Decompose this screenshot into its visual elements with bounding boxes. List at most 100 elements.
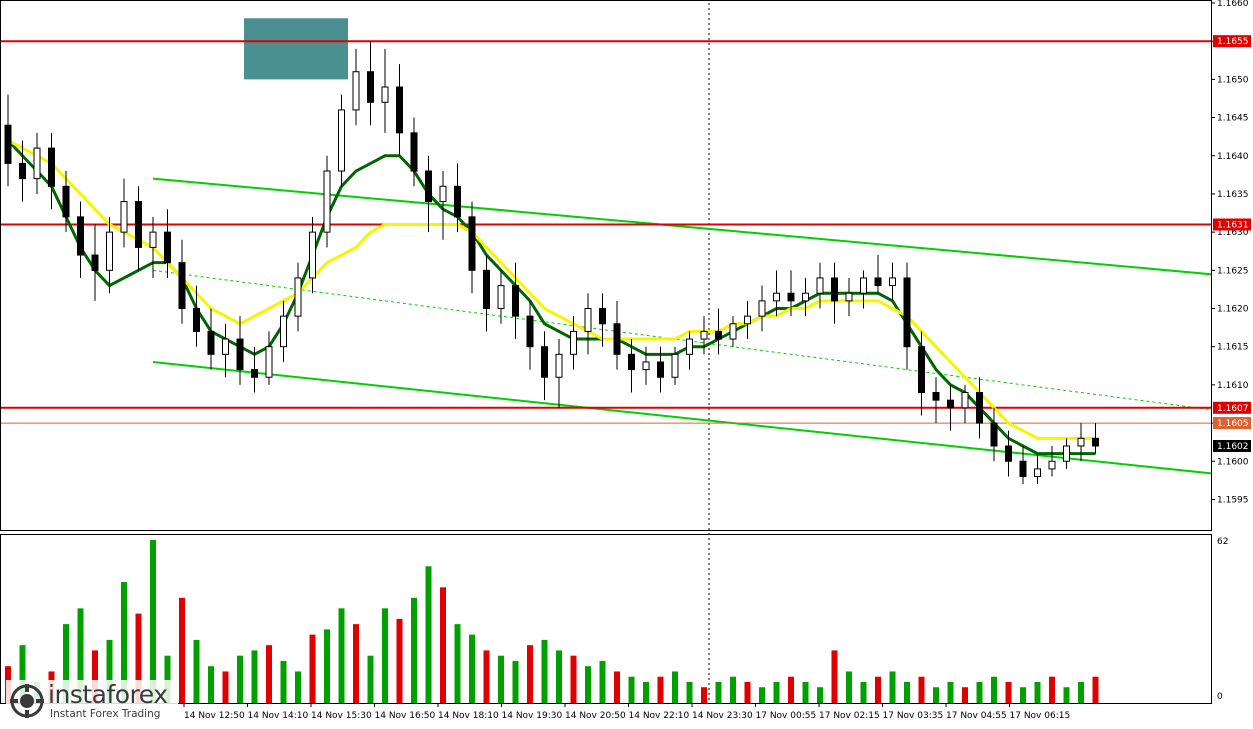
- channel-lower-line: [152, 360, 1212, 475]
- volume-bar: [150, 540, 156, 703]
- volume-bar: [759, 687, 765, 703]
- volume-bar: [92, 650, 98, 703]
- volume-bar: [962, 687, 968, 703]
- candle-body: [570, 330, 577, 355]
- instaforex-logo-icon: [10, 684, 44, 718]
- candle-body: [33, 147, 41, 180]
- candle-body: [352, 71, 360, 111]
- channel-mid-line: [152, 269, 1212, 411]
- candle-body: [149, 231, 157, 248]
- volume-bar: [483, 650, 490, 703]
- candle-body: [555, 353, 563, 378]
- candle: [1077, 423, 1085, 462]
- volume-zero-label: 0: [1217, 692, 1223, 702]
- volume-bar: [599, 660, 606, 703]
- volume-bar: [135, 613, 142, 703]
- candle-body: [628, 353, 635, 371]
- candle: [193, 285, 200, 347]
- volume-bar: [1078, 681, 1084, 703]
- candle: [932, 377, 940, 424]
- time-tick-label: 17 Nov 00:55: [756, 711, 817, 721]
- candle: [1019, 445, 1027, 485]
- price-tick-label: 1.1600: [1217, 457, 1249, 467]
- volume-bar: [193, 639, 200, 703]
- volume-bar: [266, 645, 272, 703]
- candle-body: [207, 330, 215, 355]
- candle-body: [48, 147, 55, 187]
- candle: [222, 323, 229, 378]
- candle-body: [381, 86, 389, 103]
- volume-max-label: 62: [1217, 537, 1228, 547]
- volume-bar: [411, 597, 417, 703]
- candle-body: [599, 308, 606, 325]
- candle: [570, 316, 577, 370]
- candle: [149, 216, 157, 278]
- candle-body: [613, 323, 621, 355]
- price-tick-label: 1.1650: [1217, 75, 1249, 85]
- candle: [512, 262, 519, 340]
- volume-bar: [701, 687, 707, 703]
- volume-bar: [295, 671, 301, 703]
- indicator-ma-slow: [7, 139, 1096, 440]
- candle: [91, 224, 99, 301]
- volume-bar: [425, 566, 432, 703]
- candle: [903, 262, 911, 370]
- candle: [729, 316, 737, 347]
- level-label: 1.1655: [1217, 37, 1249, 47]
- volume-bar: [918, 676, 925, 703]
- candle: [19, 140, 26, 202]
- time-tick-label: 14 Nov 20:50: [565, 711, 626, 721]
- volume-bar: [846, 671, 852, 703]
- time-tick-label: 14 Nov 22:10: [629, 711, 690, 721]
- candle: [555, 339, 563, 408]
- volume-bar: [367, 655, 374, 703]
- candle: [744, 300, 751, 340]
- volume-bar: [309, 634, 316, 703]
- time-tick-label: 14 Nov 19:30: [502, 711, 563, 721]
- candle-body: [236, 338, 244, 371]
- candle: [700, 316, 708, 355]
- candle: [62, 171, 70, 233]
- candle: [207, 308, 215, 370]
- volume-bar: [63, 624, 69, 703]
- candle-body: [1092, 437, 1099, 447]
- candle-body: [744, 315, 751, 325]
- candle: [396, 64, 403, 156]
- sell-zone-box: [244, 18, 348, 80]
- candle-body: [1005, 445, 1012, 462]
- candle-body: [468, 216, 476, 271]
- volume-bar: [280, 660, 287, 703]
- candle: [280, 300, 287, 362]
- candle: [352, 48, 360, 126]
- volume-bar: [904, 681, 910, 703]
- candle: [787, 270, 795, 317]
- candle-body: [990, 422, 998, 447]
- volume-bar: [976, 681, 983, 703]
- volume-bar: [208, 666, 214, 703]
- candle-body: [918, 346, 925, 394]
- candle: [613, 300, 621, 370]
- level-label: 1.1631: [1217, 220, 1249, 230]
- candle-body: [309, 231, 316, 279]
- candle: [541, 331, 548, 401]
- candle: [77, 201, 84, 278]
- candle: [48, 132, 55, 210]
- candle-body: [265, 346, 273, 378]
- volume-bar: [875, 676, 881, 703]
- candle-body: [816, 277, 824, 294]
- volume-bar: [1005, 681, 1012, 703]
- volume-bars: [5, 540, 1099, 703]
- candle-body: [439, 185, 447, 203]
- level-label-box: [1213, 218, 1251, 231]
- level-label-box: [1213, 401, 1251, 414]
- candle-body: [874, 277, 882, 287]
- candle: [802, 277, 809, 317]
- price-axis: 1.1660 1.1655 1.1650 1.1645 1.1640 1.1635 1.16…: [1211, 0, 1251, 702]
- volume-bar: [77, 608, 84, 703]
- candle-body: [120, 201, 128, 233]
- candle-body: [323, 170, 331, 233]
- brand-name: instaforex: [48, 680, 168, 709]
- candle: [265, 331, 273, 385]
- current-price-box: [1213, 439, 1251, 452]
- candle: [1005, 430, 1012, 477]
